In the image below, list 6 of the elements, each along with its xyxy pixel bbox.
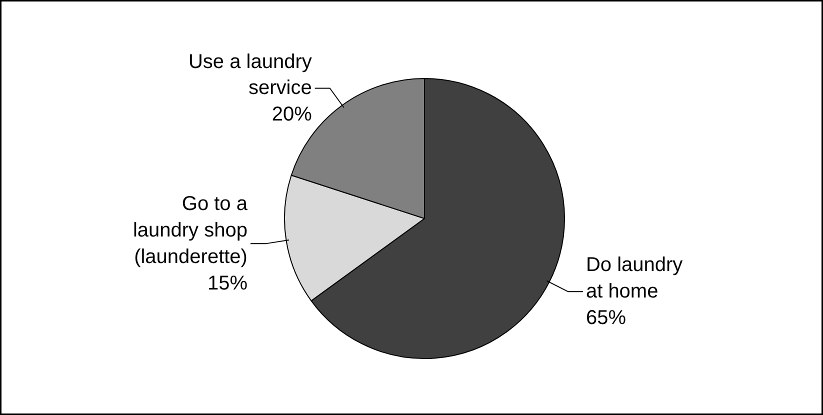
data-label: 20% xyxy=(272,104,312,126)
data-label: 15% xyxy=(207,272,248,294)
data-label: 65% xyxy=(586,306,626,329)
slice-label: Go to a laundry shop (launderette) xyxy=(132,193,248,268)
slice-label: Do laundry at home xyxy=(586,254,683,303)
slice-label: Use a laundry service xyxy=(188,50,312,100)
